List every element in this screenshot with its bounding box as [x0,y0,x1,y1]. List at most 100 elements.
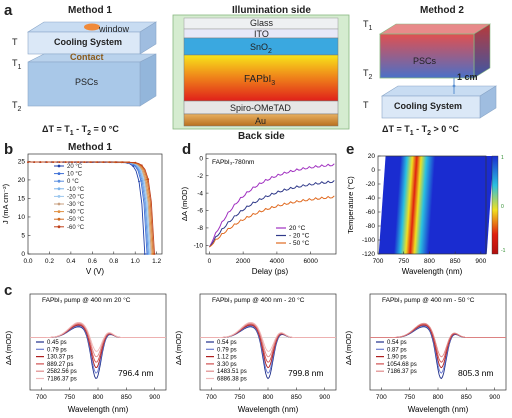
legend-marker [57,187,61,191]
legend-label: 1483.51 ps [217,369,247,375]
legend-label: -60 °C [67,225,85,231]
x-tick-label: 800 [263,394,274,401]
x-tick-label: 700 [36,394,47,401]
x-tick-label: 900 [475,258,486,265]
y-tick-label: -80 [366,223,376,230]
legend-label: 1054.68 ps [387,362,417,368]
jv-point [140,164,143,167]
x-tick-label: 900 [489,394,500,401]
x-tick-label: 850 [461,394,472,401]
ta-spectrum-minus20c: 700 750 800 850 900 Wavelength (nm) ΔA (mOD) FA… [174,293,337,414]
x-tick-label: 800 [93,394,104,401]
legend-label: 1.12 ps [217,355,237,361]
kinetic-trace [209,195,335,248]
jv-point [33,161,36,163]
x-tick-label: 0 [208,258,212,265]
panel-label-b: b [4,141,14,158]
legend-label: 0.79 ps [217,347,237,353]
jv-point [134,161,137,164]
y-tick-label: -6 [197,208,203,215]
y-tick-label: -40 [366,195,376,202]
layer-spiro: Spiro-OMeTAD [230,103,291,113]
colorbar-tick-label: 1 [501,155,504,161]
legend-marker [57,164,61,168]
legend-label: 7186.37 ps [47,377,77,383]
jv-point [128,161,131,164]
method1-diagram [26,21,158,107]
pscs-label-2: PSCs [413,56,437,66]
legend-label: 7186.37 ps [387,369,417,375]
contact-label: Contact [70,52,104,62]
legend-marker [57,210,61,213]
legend-label: 0.45 ps [47,340,67,346]
jv-point [153,253,156,255]
y-tick-label: 0 [199,156,203,163]
x-tick-label: 750 [404,394,415,401]
jv-point [52,161,55,163]
x-tick-label: 0.0 [23,258,32,265]
ta-spectrum-trace [30,321,166,352]
t2-label-2: T2 [363,68,373,81]
jv-point [71,161,74,163]
y-axis-label: ΔA (mOD) [4,330,13,365]
y-tick-label: 10 [18,214,26,221]
kinetics-chart: 0 2000 4000 6000 -10 -8 -6 -4 -2 0 Delay (ps) ΔA (m… [180,153,337,276]
jv-point [103,161,105,163]
legend-label: -20 °C [67,194,85,200]
x-tick-label: 4000 [270,258,285,265]
y-tick-label: -2 [197,173,203,180]
peak-wavelength-label: 796.4 nm [118,368,153,378]
x-tick-label: 900 [319,394,330,401]
legend-label: 3.30 ps [217,362,237,368]
y-tick-label: -120 [362,251,375,258]
y-axis-label: Temperature (°C) [346,176,355,234]
jv-point [90,161,93,163]
legend-label: 0.54 ps [387,340,407,346]
jv-chart: 0.0 0.2 0.4 0.6 0.8 1.0 1.2 0 5 10 15 20 25 V (V) J (m… [1,153,163,276]
y-tick-label: 20 [368,153,376,160]
x-tick-label: 900 [149,394,160,401]
illumination-side-title: Illumination side [232,5,311,16]
jv-point [147,178,150,181]
jv-curve [28,161,151,255]
method1-title: Method 1 [68,5,112,16]
cooling-system-label-2: Cooling System [394,101,463,111]
legend-marker [57,172,61,175]
jv-curve [28,161,146,255]
ta-spectrum-trace [370,322,506,358]
pscs-label-1: PSCs [75,77,99,87]
y-axis-label: J (mA cm⁻²) [1,183,10,224]
x-tick-label: 0.4 [66,258,75,265]
jv-point [58,161,61,163]
colorbar-tick-label: -1 [501,248,506,254]
method2-title: Method 2 [420,5,464,16]
y-tick-label: -4 [197,190,203,197]
x-tick-label: 0.8 [109,258,118,265]
peak-wavelength-label: 805.3 nm [458,368,493,378]
legend-label: - 20 °C [289,232,310,240]
x-axis-label: Wavelength (nm) [238,405,299,414]
y-tick-label: 5 [21,233,25,240]
x-tick-label: 0.2 [45,258,54,265]
panel-label-c: c [4,282,13,299]
x-tick-label: 750 [64,394,75,401]
window-label: window [99,24,130,34]
y-tick-label: 25 [18,159,26,166]
method2-delta: ΔT = T1 - T2 > 0 °C [382,124,459,137]
y-tick-label: 0 [371,167,375,174]
t-label-2: T [363,100,369,110]
x-axis-label: Wavelength (nm) [402,267,463,276]
legend-label: 0 °C [67,179,79,185]
panel-b-title: Method 1 [68,142,112,153]
legend-label: -40 °C [67,210,85,216]
x-axis-label: Wavelength (nm) [408,405,469,414]
legend-label: -50 °C [67,217,85,223]
t1-label-2: T1 [363,19,373,32]
y-tick-label: -20 [366,181,376,188]
legend-label: 0.87 ps [387,347,407,353]
legend-label: 20 °C [67,164,83,170]
legend-label: 2582.56 ps [47,369,77,375]
x-tick-label: 750 [398,258,409,265]
x-tick-label: 1.2 [152,258,161,265]
jv-curve [28,161,150,255]
